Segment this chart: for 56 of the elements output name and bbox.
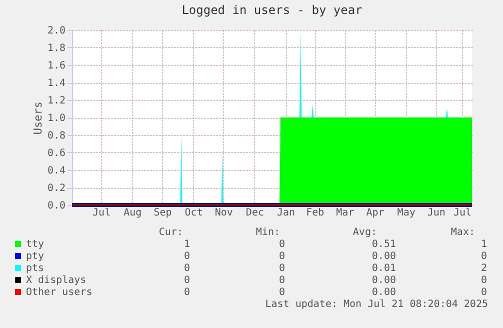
text: Avg: [352,227,377,238]
y-tick-label: 1.2 [47,96,66,106]
text: 0.00 [372,287,396,298]
x-tick-label: Mar [336,208,354,218]
text: 0 [480,275,487,286]
text: 0 [278,275,285,286]
legend-label: pts [26,263,44,274]
x-tick-label: Oct [184,208,203,218]
x-tick-label: Feb [306,208,324,218]
y-tick-label: 1.0 [47,113,66,124]
y-tick-label: 0.8 [47,130,66,142]
text: 0.00 [372,251,396,262]
x-tick-label: Jul [453,208,472,218]
text: 0 [480,251,487,262]
x-tick-label: Nov [214,208,233,218]
y-tick-label: 0.0 [47,200,66,212]
text: Cur: [158,227,183,238]
x-tick-label: Aug [124,208,142,218]
text: 1 [184,239,190,250]
y-tick-label: 0.4 [47,166,66,176]
x-tick-label: Sep [154,208,172,218]
chart-title: Logged in users - by year [182,3,362,17]
text: 0 [278,287,285,298]
text: 0 [480,287,487,298]
x-tick-label: Apr [366,208,384,218]
text: Max: [450,227,475,238]
y-tick-label: 0.6 [47,148,66,159]
text: 0 [278,263,285,274]
text: 2 [480,263,487,274]
text: Last update: Mon Jul 21 08:20:04 2025 [265,299,488,310]
text: 0 [278,251,285,262]
text: 0.01 [372,263,396,274]
legend-label: pty [26,251,44,262]
legend-label: Other users [26,287,92,298]
y-tick-label: 2.0 [47,26,66,36]
y-tick-label: 1.4 [47,78,66,89]
x-tick-label: Dec [246,208,264,218]
legend-label: tty [26,239,44,250]
x-tick-label: Jan [277,208,296,218]
y-tick-label: 1.6 [47,60,66,72]
text: 0 [184,251,190,262]
text: 0 [184,287,190,298]
text: 0 [278,239,285,250]
text: 0.00 [372,275,396,286]
y-tick-label: 0.2 [47,183,66,194]
text: 1 [480,239,487,250]
text: 0 [184,263,190,274]
text: 0 [184,275,190,286]
text: 0.51 [372,239,396,250]
y-tick-label: 1.8 [47,43,66,54]
x-tick-label: May [397,208,416,218]
x-tick-label: Jul [92,208,111,218]
y-axis-title: Users [31,101,44,135]
legend-label: X displays [26,275,86,286]
text: Min: [256,227,280,238]
x-tick-label: Jun [427,208,446,218]
